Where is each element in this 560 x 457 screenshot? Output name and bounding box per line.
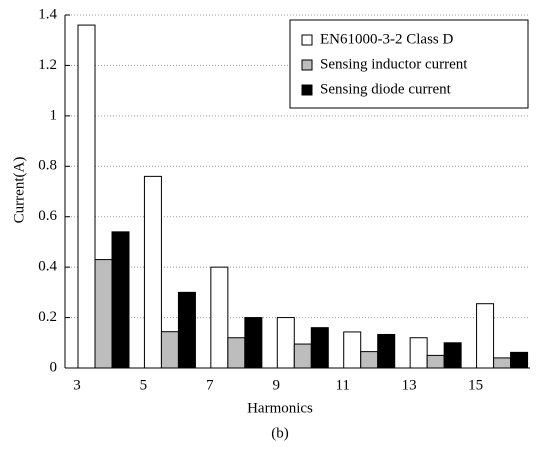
bar	[244, 317, 263, 369]
bar	[143, 175, 162, 369]
y-tick-label: 0.8	[38, 158, 57, 174]
y-tick-label: 0.4	[38, 259, 57, 275]
bar	[293, 343, 312, 369]
bar	[160, 331, 179, 369]
bar	[426, 354, 445, 369]
bar	[227, 337, 246, 369]
caption: (b)	[271, 425, 289, 441]
bar	[443, 342, 462, 369]
x-axis-label: Harmonics	[247, 400, 313, 416]
bar	[360, 351, 379, 369]
x-tick-label: 15	[468, 377, 483, 393]
x-tick-label: 13	[402, 377, 417, 393]
x-tick-label: 7	[206, 377, 214, 393]
legend-swatch	[301, 84, 313, 96]
bar	[276, 317, 295, 369]
legend-box	[289, 19, 529, 109]
legend-swatch	[301, 34, 313, 46]
bar	[377, 333, 396, 369]
bar	[476, 303, 495, 369]
legend-label: Sensing inductor current	[320, 56, 468, 72]
bar	[510, 351, 529, 369]
x-tick-label: 5	[140, 377, 148, 393]
y-tick-label: 1.2	[38, 57, 57, 73]
bar	[409, 337, 428, 369]
y-tick-label: 1.4	[38, 6, 57, 22]
bar	[210, 266, 229, 369]
bar	[111, 231, 130, 369]
y-axis-label: Current(A)	[11, 157, 27, 224]
bar	[343, 331, 362, 369]
legend-label: EN61000-3-2 Class D	[320, 31, 453, 47]
x-tick-label: 9	[273, 377, 281, 393]
y-tick-label: 0.2	[38, 309, 57, 325]
y-tick-label: 0.6	[38, 208, 57, 224]
y-tick-label: 1	[50, 107, 58, 123]
bar	[177, 291, 196, 369]
legend-swatch	[301, 59, 313, 71]
x-tick-label: 11	[335, 377, 349, 393]
bar	[77, 24, 96, 369]
y-tick-label: 0	[50, 359, 58, 375]
x-tick-label: 3	[73, 377, 81, 393]
bar	[493, 357, 512, 369]
legend-label: Sensing diode current	[320, 81, 452, 97]
bar	[310, 327, 329, 369]
bar	[94, 259, 113, 369]
